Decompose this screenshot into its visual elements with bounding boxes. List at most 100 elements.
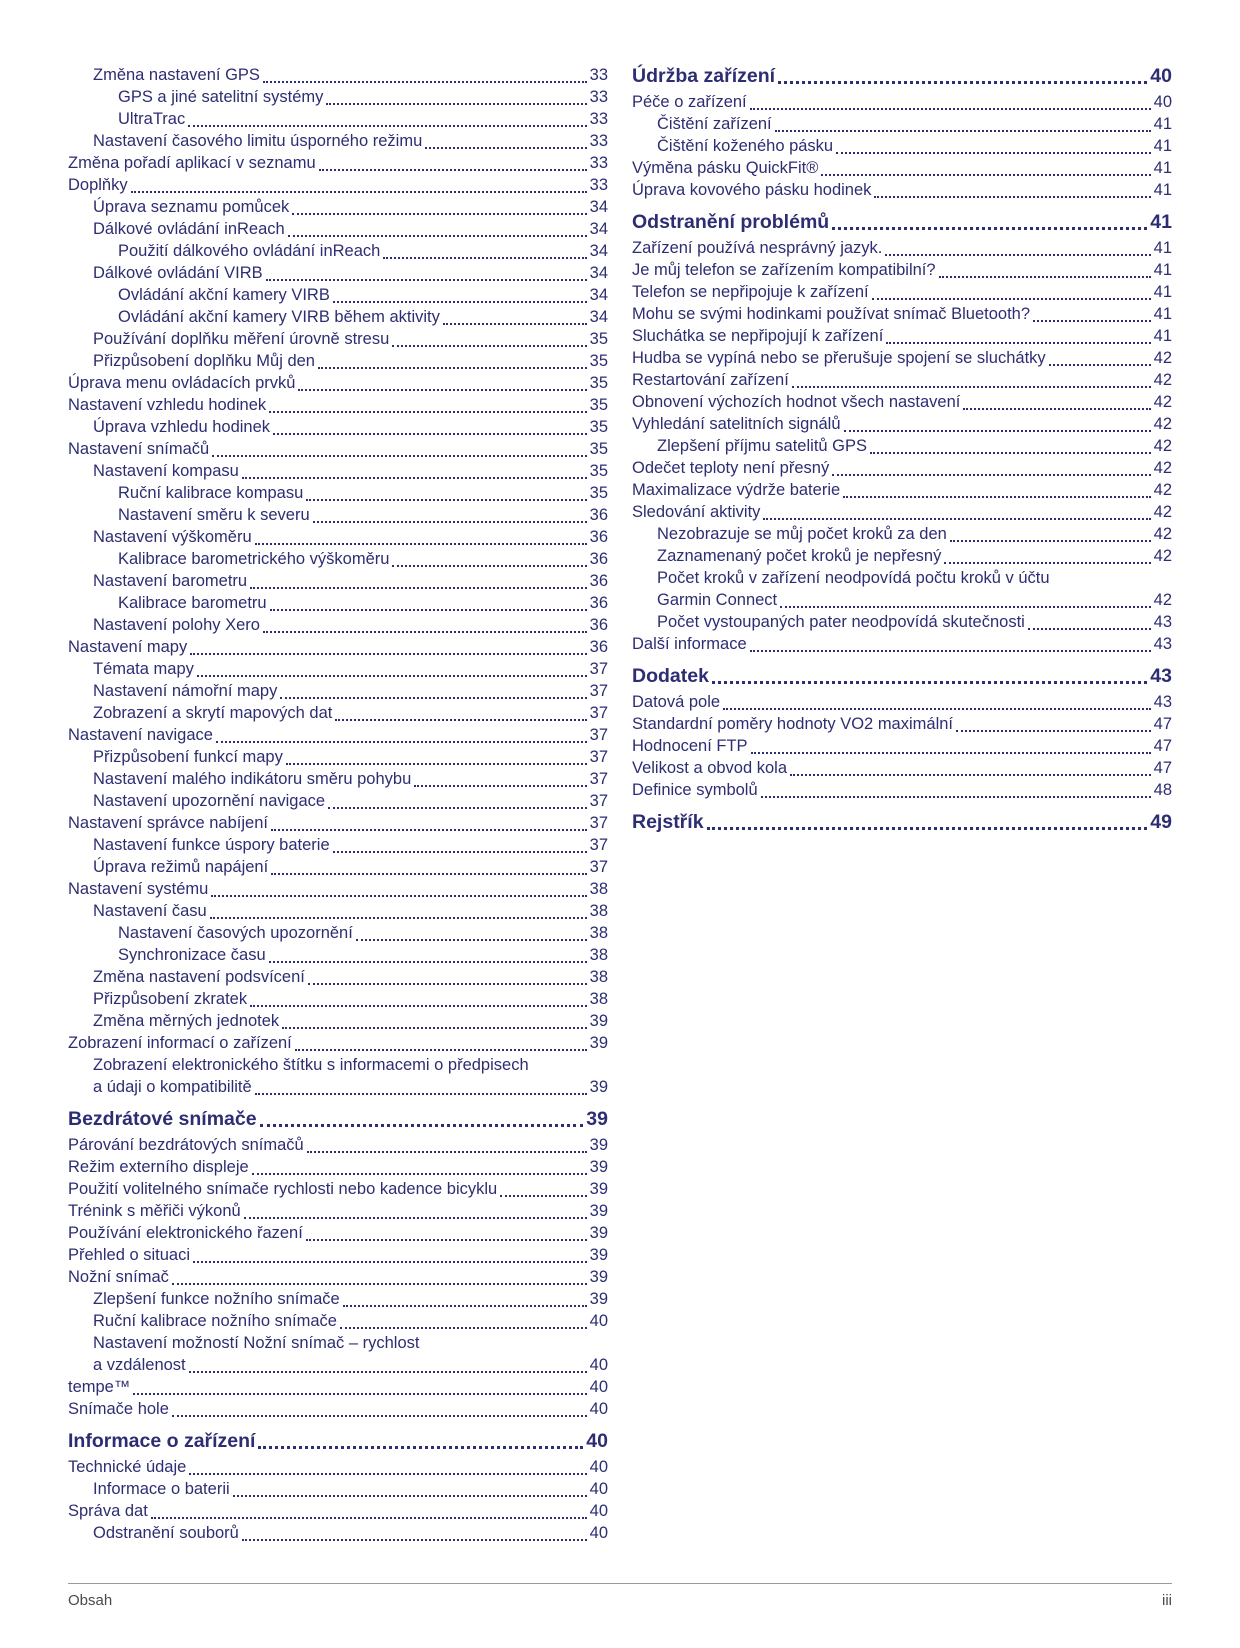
- toc-entry[interactable]: Úprava menu ovládacích prvků 35: [68, 372, 608, 394]
- toc-entry[interactable]: Úprava seznamu pomůcek 34: [68, 196, 608, 218]
- toc-entry[interactable]: Restartování zařízení 42: [632, 369, 1172, 391]
- toc-entry[interactable]: Hudba se vypíná nebo se přerušuje spojen…: [632, 347, 1172, 369]
- toc-entry[interactable]: Nožní snímač 39: [68, 1266, 608, 1288]
- toc-entry[interactable]: Nastavení funkce úspory baterie 37: [68, 834, 608, 856]
- toc-entry[interactable]: Změna pořadí aplikací v seznamu 33: [68, 152, 608, 174]
- toc-entry[interactable]: Počet vystoupaných pater neodpovídá skut…: [632, 611, 1172, 633]
- toc-entry-label: Témata mapy: [93, 660, 194, 678]
- toc-entry[interactable]: Definice symbolů 48: [632, 779, 1172, 801]
- toc-entry[interactable]: Dálkové ovládání VIRB 34: [68, 262, 608, 284]
- toc-entry[interactable]: Nastavení časového limitu úsporného reži…: [68, 130, 608, 152]
- toc-entry[interactable]: Velikost a obvod kola 47: [632, 757, 1172, 779]
- toc-entry[interactable]: Zobrazení a skrytí mapových dat 37: [68, 702, 608, 724]
- toc-entry[interactable]: Zlepšení příjmu satelitů GPS 42: [632, 435, 1172, 457]
- toc-entry[interactable]: Úprava vzhledu hodinek 35: [68, 416, 608, 438]
- toc-entry[interactable]: Výměna pásku QuickFit® 41: [632, 157, 1172, 179]
- toc-entry-page-number: 39: [589, 1202, 608, 1220]
- toc-entry[interactable]: Doplňky 33: [68, 174, 608, 196]
- toc-entry[interactable]: Zaznamenaný počet kroků je nepřesný 42: [632, 545, 1172, 567]
- toc-entry[interactable]: Změna nastavení podsvícení 38: [68, 966, 608, 988]
- toc-entry[interactable]: Přizpůsobení doplňku Můj den 35: [68, 350, 608, 372]
- toc-entry[interactable]: Zobrazení elektronického štítku s inform…: [68, 1054, 608, 1098]
- toc-entry[interactable]: Nastavení navigace 37: [68, 724, 608, 746]
- toc-entry[interactable]: Sledování aktivity 42: [632, 501, 1172, 523]
- toc-entry[interactable]: Nastavení možností Nožní snímač – rychlo…: [68, 1332, 608, 1376]
- toc-entry[interactable]: Nastavení námořní mapy 37: [68, 680, 608, 702]
- toc-entry[interactable]: Je můj telefon se zařízením kompatibilní…: [632, 259, 1172, 281]
- toc-entry[interactable]: Odstranění souborů 40: [68, 1522, 608, 1544]
- toc-entry[interactable]: Používání elektronického řazení 39: [68, 1222, 608, 1244]
- toc-entry[interactable]: Přizpůsobení funkcí mapy 37: [68, 746, 608, 768]
- toc-entry[interactable]: Informace o baterii 40: [68, 1478, 608, 1500]
- toc-entry[interactable]: Nezobrazuje se můj počet kroků za den 42: [632, 523, 1172, 545]
- toc-section-heading[interactable]: Bezdrátové snímače 39: [68, 1107, 608, 1131]
- toc-entry[interactable]: Snímače hole 40: [68, 1398, 608, 1420]
- toc-entry[interactable]: Nastavení malého indikátoru směru pohybu…: [68, 768, 608, 790]
- toc-entry[interactable]: Odečet teploty není přesný 42: [632, 457, 1172, 479]
- toc-section-heading[interactable]: Informace o zařízení 40: [68, 1429, 608, 1453]
- toc-entry[interactable]: Kalibrace barometrického výškoměru 36: [68, 548, 608, 570]
- toc-entry[interactable]: Ovládání akční kamery VIRB během aktivit…: [68, 306, 608, 328]
- toc-entry[interactable]: Další informace 43: [632, 633, 1172, 655]
- toc-entry[interactable]: Správa dat 40: [68, 1500, 608, 1522]
- toc-entry[interactable]: Změna měrných jednotek 39: [68, 1010, 608, 1032]
- toc-entry[interactable]: Vyhledání satelitních signálů 42: [632, 413, 1172, 435]
- toc-entry[interactable]: tempe™ 40: [68, 1376, 608, 1398]
- toc-entry[interactable]: Použití dálkového ovládání inReach 34: [68, 240, 608, 262]
- toc-section-heading[interactable]: Dodatek 43: [632, 664, 1172, 688]
- toc-entry[interactable]: UltraTrac 33: [68, 108, 608, 130]
- toc-entry[interactable]: Nastavení vzhledu hodinek 35: [68, 394, 608, 416]
- toc-entry-label: Počet vystoupaných pater neodpovídá skut…: [657, 613, 1025, 631]
- toc-entry[interactable]: Technické údaje 40: [68, 1456, 608, 1478]
- toc-entry[interactable]: Zlepšení funkce nožního snímače 39: [68, 1288, 608, 1310]
- toc-entry[interactable]: Maximalizace výdrže baterie 42: [632, 479, 1172, 501]
- toc-entry[interactable]: Čištění zařízení 41: [632, 113, 1172, 135]
- toc-entry[interactable]: Péče o zařízení 40: [632, 91, 1172, 113]
- toc-entry[interactable]: Čištění koženého pásku 41: [632, 135, 1172, 157]
- toc-entry[interactable]: Obnovení výchozích hodnot všech nastaven…: [632, 391, 1172, 413]
- toc-entry[interactable]: Počet kroků v zařízení neodpovídá počtu …: [632, 567, 1172, 611]
- toc-entry[interactable]: Datová pole 43: [632, 691, 1172, 713]
- toc-section-heading[interactable]: Odstranění problémů 41: [632, 210, 1172, 234]
- toc-entry[interactable]: Nastavení polohy Xero 36: [68, 614, 608, 636]
- toc-entry[interactable]: Kalibrace barometru 36: [68, 592, 608, 614]
- toc-entry[interactable]: Nastavení barometru 36: [68, 570, 608, 592]
- toc-entry[interactable]: Změna nastavení GPS 33: [68, 64, 608, 86]
- toc-entry[interactable]: Ruční kalibrace nožního snímače 40: [68, 1310, 608, 1332]
- toc-entry[interactable]: Nastavení systému 38: [68, 878, 608, 900]
- toc-entry[interactable]: Ovládání akční kamery VIRB 34: [68, 284, 608, 306]
- toc-entry[interactable]: Sluchátka se nepřipojují k zařízení 41: [632, 325, 1172, 347]
- toc-entry[interactable]: Mohu se svými hodinkami používat snímač …: [632, 303, 1172, 325]
- toc-entry[interactable]: Nastavení snímačů 35: [68, 438, 608, 460]
- toc-entry[interactable]: Nastavení směru k severu 36: [68, 504, 608, 526]
- toc-entry[interactable]: Telefon se nepřipojuje k zařízení 41: [632, 281, 1172, 303]
- toc-entry[interactable]: Párování bezdrátových snímačů 39: [68, 1134, 608, 1156]
- toc-entry[interactable]: Trénink s měřiči výkonů 39: [68, 1200, 608, 1222]
- toc-entry[interactable]: Nastavení mapy 36: [68, 636, 608, 658]
- toc-entry[interactable]: Hodnocení FTP 47: [632, 735, 1172, 757]
- toc-entry[interactable]: Použití volitelného snímače rychlosti ne…: [68, 1178, 608, 1200]
- toc-entry[interactable]: Synchronizace času 38: [68, 944, 608, 966]
- toc-entry-label: Zobrazení a skrytí mapových dat: [93, 704, 333, 722]
- toc-entry[interactable]: Přizpůsobení zkratek 38: [68, 988, 608, 1010]
- toc-entry[interactable]: Přehled o situaci 39: [68, 1244, 608, 1266]
- toc-entry[interactable]: Nastavení času 38: [68, 900, 608, 922]
- toc-entry[interactable]: Používání doplňku měření úrovně stresu 35: [68, 328, 608, 350]
- toc-entry[interactable]: Zařízení používá nesprávný jazyk. 41: [632, 237, 1172, 259]
- toc-entry[interactable]: Ruční kalibrace kompasu 35: [68, 482, 608, 504]
- toc-section-heading[interactable]: Rejstřík 49: [632, 810, 1172, 834]
- toc-entry[interactable]: GPS a jiné satelitní systémy 33: [68, 86, 608, 108]
- toc-entry[interactable]: Úprava kovového pásku hodinek 41: [632, 179, 1172, 201]
- toc-entry[interactable]: Dálkové ovládání inReach 34: [68, 218, 608, 240]
- toc-entry[interactable]: Úprava režimů napájení 37: [68, 856, 608, 878]
- toc-entry[interactable]: Nastavení upozornění navigace 37: [68, 790, 608, 812]
- toc-entry[interactable]: Nastavení časových upozornění 38: [68, 922, 608, 944]
- toc-entry[interactable]: Témata mapy 37: [68, 658, 608, 680]
- toc-entry[interactable]: Zobrazení informací o zařízení 39: [68, 1032, 608, 1054]
- toc-entry[interactable]: Nastavení správce nabíjení 37: [68, 812, 608, 834]
- toc-section-heading[interactable]: Údržba zařízení 40: [632, 64, 1172, 88]
- toc-entry[interactable]: Nastavení výškoměru 36: [68, 526, 608, 548]
- toc-entry[interactable]: Režim externího displeje 39: [68, 1156, 608, 1178]
- toc-entry[interactable]: Nastavení kompasu 35: [68, 460, 608, 482]
- toc-entry[interactable]: Standardní poměry hodnoty VO2 maximální 4…: [632, 713, 1172, 735]
